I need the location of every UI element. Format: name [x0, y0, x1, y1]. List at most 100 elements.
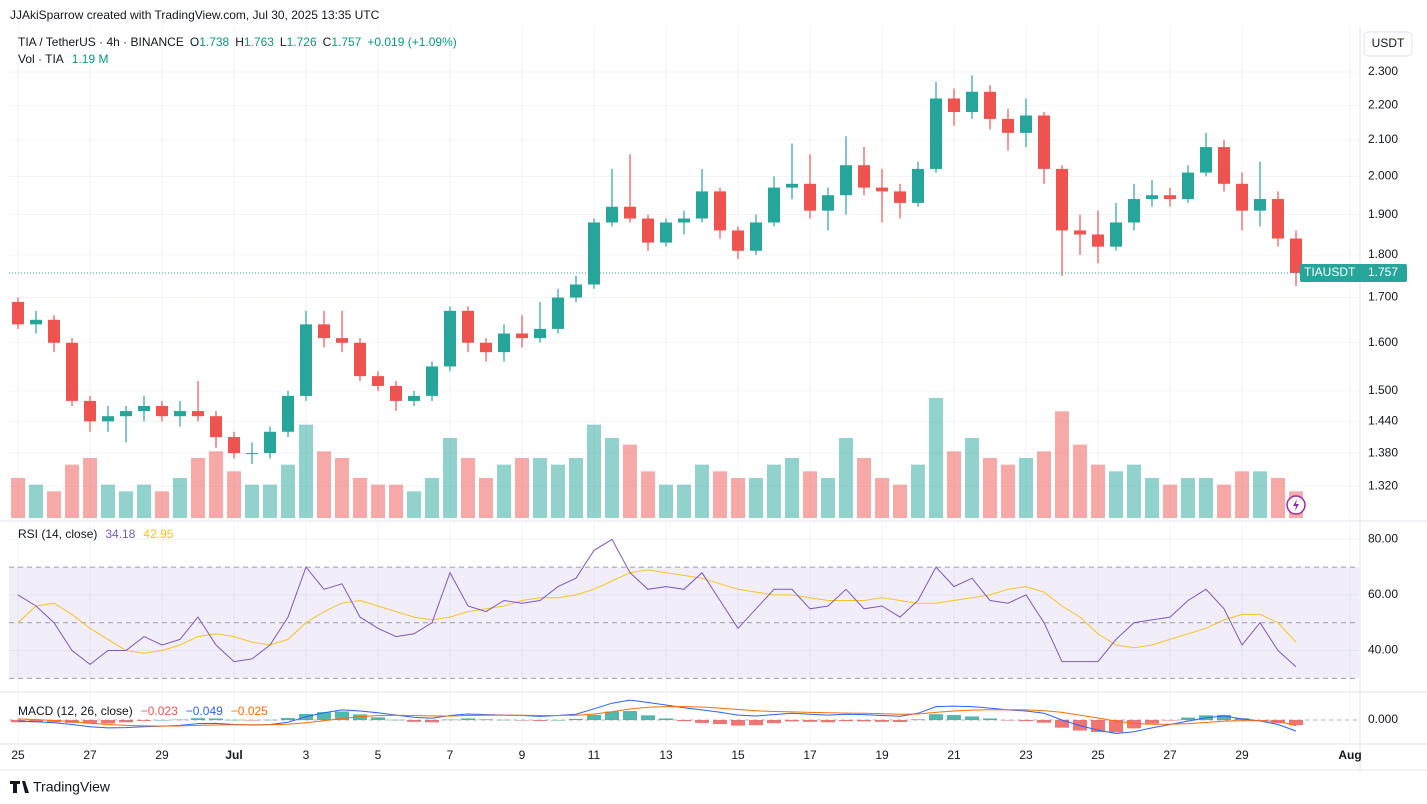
volume-bar — [173, 478, 187, 518]
candle-body — [1146, 195, 1158, 200]
macd-histogram-bar — [1145, 720, 1159, 724]
legend-value: −0.023 — [141, 704, 178, 718]
candle-body — [606, 206, 618, 223]
volume-bar — [389, 484, 403, 518]
y-tick-label: 2.000 — [1368, 168, 1398, 182]
macd-histogram-bar — [1001, 720, 1015, 721]
volume-bar — [1253, 471, 1267, 518]
volume-bar — [803, 471, 817, 518]
volume-bar — [857, 458, 871, 518]
candle-body — [768, 187, 780, 223]
legend-key: C — [323, 35, 332, 49]
volume-bar — [965, 438, 979, 518]
macd-histogram-bar — [947, 715, 961, 721]
y-tick-label: 1.500 — [1368, 383, 1398, 397]
volume-bar — [947, 451, 961, 518]
volume-bar — [1163, 484, 1177, 518]
volume-bar — [839, 438, 853, 518]
candle-body — [1182, 172, 1194, 200]
macd-histogram-bar — [839, 720, 853, 722]
volume-bar — [587, 424, 601, 518]
currency-button[interactable] — [1363, 31, 1413, 57]
candle-body — [192, 411, 204, 417]
candle-body — [1020, 115, 1032, 133]
candle-body — [642, 218, 654, 243]
legend-value: −0.049 — [186, 704, 223, 718]
volume-bar — [155, 491, 169, 518]
x-tick-label: 27 — [1163, 748, 1177, 762]
candle-body — [1236, 183, 1248, 211]
y-tick-label: 1.440 — [1368, 414, 1398, 428]
legend-key: MACD (12, 26, close) — [18, 704, 133, 718]
x-tick-label: 29 — [155, 748, 169, 762]
y-tick-label: 1.800 — [1368, 247, 1398, 261]
y-tick-label: 2.300 — [1368, 64, 1398, 78]
macd-legend: MACD (12, 26, close) −0.023 −0.049 −0.025 — [18, 704, 268, 718]
macd-histogram-bar — [587, 714, 601, 721]
legend-key: RSI (14, close) — [18, 527, 97, 541]
volume-bar — [929, 398, 943, 518]
macd-histogram-bar — [1037, 720, 1051, 723]
candle-body — [516, 333, 528, 339]
candle-body — [912, 168, 924, 203]
candle-body — [1200, 147, 1212, 173]
candle-body — [696, 191, 708, 219]
macd-histogram-bar — [677, 720, 691, 722]
candle-body — [354, 342, 366, 377]
volume-bar — [569, 458, 583, 518]
macd-histogram-bar — [749, 720, 763, 726]
x-tick-label: 23 — [1019, 748, 1033, 762]
candle-body — [1254, 199, 1266, 211]
macd-histogram-bar — [479, 719, 493, 721]
candle-body — [1128, 199, 1140, 223]
macd-histogram-bar — [47, 720, 61, 723]
volume-bar — [731, 478, 745, 518]
candle-body — [966, 91, 978, 113]
last-price-tag — [1300, 263, 1407, 282]
volume-bar — [245, 484, 259, 518]
legend-change: +0.019 (+1.09%) — [367, 35, 456, 49]
last-price-symbol: TIAUSDT — [1304, 265, 1356, 279]
x-tick-label: 11 — [588, 748, 601, 762]
rsi-legend: RSI (14, close) 34.18 42.95 — [18, 527, 174, 541]
volume-bar — [1019, 458, 1033, 518]
volume-bar — [335, 458, 349, 518]
volume-bar — [83, 458, 97, 518]
macd-histogram-bar — [119, 720, 133, 723]
legend-key: H — [235, 35, 244, 49]
volume-bar — [1217, 484, 1231, 518]
candle-body — [66, 342, 78, 401]
macd-histogram-bar — [1217, 714, 1231, 721]
macd-histogram-bar — [1019, 720, 1033, 722]
macd-histogram-bar — [1289, 720, 1303, 726]
macd-histogram-bar — [263, 719, 277, 721]
candle-body — [228, 437, 240, 454]
macd-histogram-bar — [1127, 720, 1141, 729]
volume-bar — [461, 458, 475, 518]
candle-body — [1272, 199, 1284, 239]
legend-value: 1.763 — [244, 35, 274, 49]
candle-body — [210, 416, 222, 438]
volume-bar — [497, 464, 511, 518]
candle-body — [1002, 118, 1014, 133]
x-tick-label: 15 — [731, 748, 745, 762]
volume-bar — [227, 471, 241, 518]
y-tick-label: 1.600 — [1368, 335, 1398, 349]
candle-body — [732, 230, 744, 251]
candle-body — [858, 165, 870, 188]
y-tick-label: 1.380 — [1368, 445, 1398, 459]
candle-body — [102, 416, 114, 422]
alert-bolt — [1293, 499, 1299, 511]
candle-body — [480, 342, 492, 353]
volume-bar — [65, 464, 79, 518]
macd-histogram-bar — [101, 720, 115, 724]
macd-histogram-bar — [659, 718, 673, 721]
volume-bar — [1091, 464, 1105, 518]
macd-histogram-bar — [695, 720, 709, 723]
x-tick-label: Jul — [225, 748, 242, 762]
candle-body — [84, 400, 96, 422]
macd-histogram-bar — [281, 718, 295, 721]
candle-body — [48, 319, 60, 343]
candle-body — [426, 366, 438, 396]
y-tick-label: 60.00 — [1368, 587, 1398, 601]
